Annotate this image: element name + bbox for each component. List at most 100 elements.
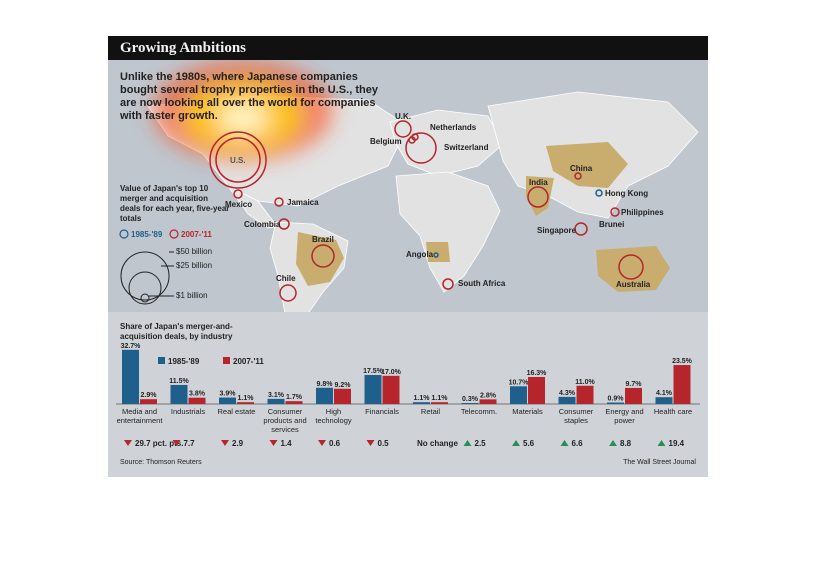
data-label-1985-7: 0.3%: [462, 396, 479, 403]
category-label-9: Consumer staples: [559, 407, 594, 425]
legend-size-1: $1 billion: [176, 291, 208, 300]
legend-1985-label: 1985-'89: [131, 230, 163, 239]
label-mexico: Mexico: [225, 200, 253, 209]
legend-size-50: $50 billion: [176, 247, 213, 256]
angola-shape: [426, 242, 450, 262]
label-angola: Angola: [406, 250, 434, 259]
bar-1985-0: [122, 349, 139, 404]
change-label-6: No change: [417, 439, 458, 448]
category-label-5: Financials: [365, 407, 399, 416]
label-china: China: [570, 164, 593, 173]
label-south-africa: South Africa: [458, 279, 506, 288]
bar-1985-4: [316, 387, 333, 404]
label-belgium: Belgium: [370, 137, 402, 146]
change-label-7: 2.5: [475, 439, 487, 448]
map-legend-title: Value of Japan's top 10 merger and acqui…: [120, 184, 230, 223]
africa-shape: [395, 171, 501, 293]
label-india: India: [529, 178, 548, 187]
category-label-4: High technology: [315, 407, 352, 425]
bar-1985-3: [267, 398, 285, 404]
data-label-2007-4: 9.2%: [335, 382, 352, 389]
legend-1985-circle: [119, 229, 129, 239]
change-label-1: 7.7: [184, 439, 196, 448]
legend-size-25: $25 billion: [176, 261, 213, 270]
label-colombia: Colombia: [244, 220, 281, 229]
data-label-2007-8: 16.3%: [527, 370, 548, 377]
bar-1985-2: [219, 397, 236, 404]
category-label-2: Real estate: [218, 407, 256, 416]
data-label-2007-6: 1.1%: [432, 395, 449, 402]
bar-2007-8: [528, 376, 545, 404]
change-label-11: 19.4: [669, 439, 685, 448]
switzerland-bubble: [405, 132, 437, 164]
europe-shape: [389, 109, 504, 177]
brazil-shape: [296, 232, 344, 286]
change-label-10: 8.8: [620, 439, 632, 448]
philippines-bubble: [610, 207, 620, 217]
category-label-0: Media and entertainment: [117, 407, 164, 425]
data-label-1985-0: 32.7%: [121, 343, 142, 350]
label-uk: U.K.: [395, 112, 411, 121]
colombia-bubble: [278, 218, 290, 230]
dek-text: Unlike the 1980s, where Japanese compani…: [120, 71, 378, 122]
bar-2007-6: [431, 402, 448, 404]
data-label-1985-3: 3.1%: [268, 392, 285, 399]
size-legend-circles: [120, 251, 174, 305]
heatmap-overlay: [153, 61, 333, 161]
change-down-icon-4: [318, 440, 326, 446]
bar-2007-3: [285, 401, 303, 404]
label-jamaica: Jamaica: [287, 198, 319, 207]
us-bubble-1985: [215, 137, 261, 183]
bar-1985-5: [364, 375, 382, 404]
change-up-icon-9: [560, 440, 569, 446]
data-label-1985-1: 11.5%: [169, 378, 189, 385]
change-up-icon-8: [512, 440, 520, 446]
infographic: Growing Ambitions Unlike the 1980s, wher…: [108, 36, 708, 477]
us-bubble-2007: [209, 131, 267, 189]
data-label-1985-11: 4.1%: [656, 390, 673, 397]
bar-1985-6: [413, 402, 430, 404]
bar-chart: 1985-'89 2007-'11 32.7% 2.9% Media and entert…: [116, 343, 700, 448]
legend-swatch-2007: [223, 357, 230, 364]
data-label-1985-4: 9.8%: [317, 381, 334, 388]
bar-2007-9: [576, 385, 594, 404]
data-label-2007-5: 17.0%: [381, 369, 402, 376]
bar-2007-11: [673, 365, 691, 404]
chile-bubble: [279, 284, 297, 302]
chart-title: Share of Japan's merger-and-acquisition …: [120, 322, 233, 341]
label-brunei: Brunei: [599, 220, 625, 229]
change-down-icon-5: [366, 440, 375, 446]
australia-shape: [596, 246, 670, 292]
data-label-1985-2: 3.9%: [220, 391, 237, 398]
data-label-2007-0: 2.9%: [141, 392, 158, 399]
change-label-9: 6.6: [572, 439, 584, 448]
singapore-bubble: [574, 222, 588, 236]
change-label-0: 29.7 pct. pts.: [135, 439, 183, 448]
deal-bubbles: [209, 120, 644, 302]
jamaica-bubble: [274, 197, 284, 207]
hong-kong-bubble: [595, 189, 603, 197]
bar-1985-11: [655, 397, 673, 404]
data-label-1985-9: 4.3%: [559, 390, 576, 397]
bar-2007-2: [237, 402, 254, 404]
label-us: U.S.: [230, 156, 246, 165]
bar-1985-7: [461, 403, 479, 404]
bar-2007-1: [188, 397, 206, 404]
data-label-1985-8: 10.7%: [509, 379, 530, 386]
page-title: Growing Ambitions: [120, 40, 246, 56]
data-label-1985-6: 1.1%: [414, 395, 431, 402]
change-up-icon-11: [657, 440, 666, 446]
data-label-1985-10: 0.9%: [608, 396, 625, 403]
bar-2007-0: [140, 399, 157, 404]
brazil-bubble: [311, 244, 335, 268]
change-up-icon-7: [463, 440, 472, 446]
title-bar: Growing Ambitions: [108, 36, 708, 60]
category-label-10: Energy and power: [605, 407, 643, 425]
category-label-3: Consumer products and services: [263, 407, 306, 434]
category-label-7: Telecomm.: [461, 407, 497, 416]
category-label-11: Health care: [654, 407, 692, 416]
change-down-icon-3: [269, 440, 278, 446]
change-down-icon-1: [172, 440, 181, 446]
label-australia: Australia: [616, 280, 651, 289]
change-label-3: 1.4: [281, 439, 293, 448]
